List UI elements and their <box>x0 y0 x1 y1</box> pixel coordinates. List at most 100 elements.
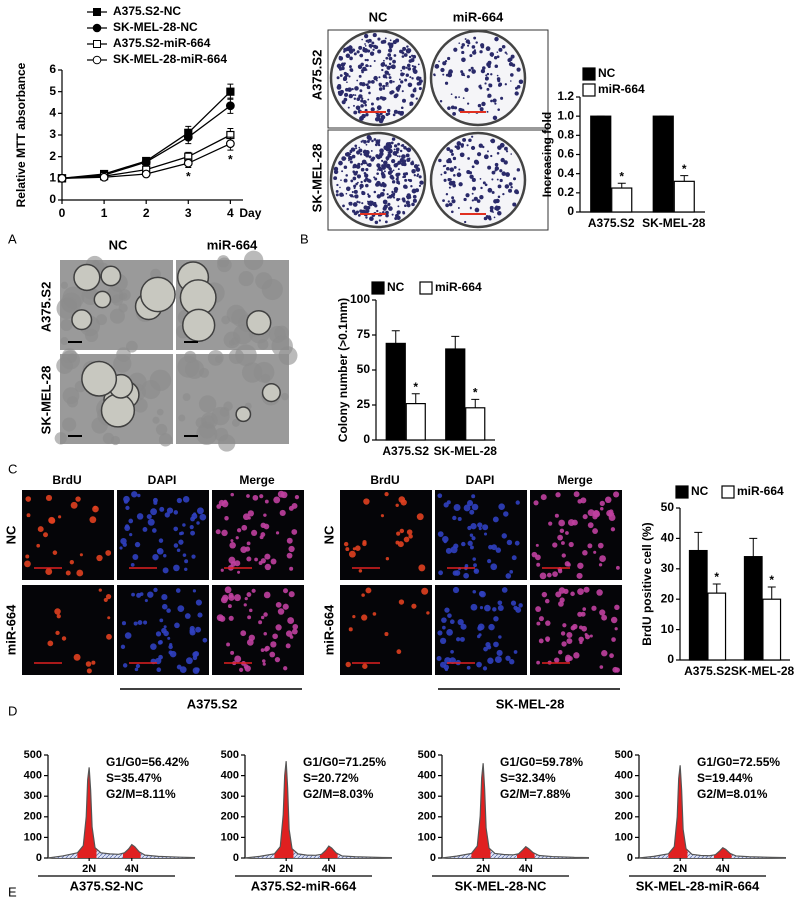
colony <box>343 165 348 169</box>
nucleus <box>511 555 517 561</box>
colony <box>352 93 355 96</box>
colony <box>341 100 346 105</box>
nucleus <box>491 544 498 551</box>
annotation: G1/G0=71.25% <box>303 755 386 769</box>
nucleus <box>166 608 171 613</box>
nucleus <box>152 497 158 503</box>
colony <box>362 139 364 142</box>
nucleus <box>571 519 578 526</box>
nucleus <box>587 543 593 549</box>
nucleus <box>566 638 573 645</box>
colony <box>490 73 493 76</box>
nucleus <box>137 493 141 498</box>
colony <box>373 201 377 205</box>
nucleus <box>156 547 164 555</box>
colony <box>451 196 455 200</box>
nucleus <box>453 504 461 511</box>
nucleus <box>272 633 278 640</box>
colony <box>453 165 457 169</box>
nucleus <box>168 650 173 655</box>
colony <box>372 33 377 38</box>
x-tick-label: 1 <box>101 206 108 220</box>
colony <box>383 59 385 62</box>
y-tick-label: 0 <box>49 192 56 206</box>
colony <box>348 93 353 99</box>
nucleus <box>121 621 127 626</box>
colony <box>73 263 101 292</box>
colony <box>399 110 404 116</box>
colony <box>347 106 350 109</box>
y-tick-label: 0 <box>567 204 574 218</box>
nucleus <box>287 617 295 624</box>
colony <box>510 54 515 59</box>
colony <box>361 82 366 87</box>
nucleus <box>285 630 293 637</box>
nucleus <box>135 663 141 669</box>
colony <box>401 90 404 93</box>
x-tick-label: A375.S2 <box>684 664 731 678</box>
colony <box>394 213 399 218</box>
nucleus <box>191 554 196 559</box>
colony <box>395 154 398 157</box>
image-frame <box>327 29 549 129</box>
nucleus <box>192 667 200 674</box>
colony <box>473 159 479 165</box>
nucleus <box>474 569 478 573</box>
nucleus <box>70 501 78 509</box>
legend-label: miR-664 <box>737 484 784 498</box>
colony <box>362 46 365 50</box>
nucleus <box>510 600 517 606</box>
nucleus <box>544 598 550 604</box>
texture <box>141 379 161 400</box>
colony <box>480 186 483 190</box>
colony <box>393 163 398 168</box>
nucleus <box>262 659 266 663</box>
nucleus <box>441 617 447 623</box>
nucleus <box>362 663 368 669</box>
nucleus <box>174 622 180 629</box>
colony <box>389 79 393 84</box>
nucleus <box>476 661 482 668</box>
colony <box>490 99 493 103</box>
colony <box>348 158 350 160</box>
nucleus <box>161 594 168 601</box>
nucleus <box>577 562 584 569</box>
colony <box>367 200 369 203</box>
nucleus <box>173 510 179 515</box>
y-tick-label: 200 <box>418 811 436 823</box>
texture <box>261 278 283 301</box>
texture <box>61 296 77 312</box>
colony <box>376 194 381 199</box>
row-label: A375.S2 <box>38 282 53 333</box>
colony <box>401 49 404 52</box>
colony <box>366 83 369 86</box>
texture <box>155 423 168 436</box>
nucleus <box>385 557 390 561</box>
colony <box>340 179 342 181</box>
y-tick-label: 400 <box>221 770 239 782</box>
micrograph <box>530 585 622 675</box>
nucleus <box>286 537 293 544</box>
colony <box>376 169 379 171</box>
nucleus <box>352 614 356 619</box>
colony <box>387 153 392 158</box>
colony <box>377 49 382 54</box>
colony <box>391 190 394 194</box>
nucleus <box>613 491 620 498</box>
nucleus <box>437 493 443 499</box>
colony <box>467 157 470 160</box>
annotation: S=32.34% <box>500 771 556 785</box>
texture <box>66 396 79 408</box>
annotation: G2/M=8.03% <box>303 787 374 801</box>
y-tick-label: 1.2 <box>557 89 574 103</box>
nucleus <box>493 641 499 648</box>
colony <box>510 153 513 155</box>
colony <box>471 45 476 49</box>
colony <box>486 110 489 113</box>
nucleus <box>98 588 102 592</box>
nucleus <box>467 525 472 531</box>
nucleus <box>244 596 248 601</box>
nucleus <box>363 498 370 505</box>
colony <box>398 155 401 158</box>
